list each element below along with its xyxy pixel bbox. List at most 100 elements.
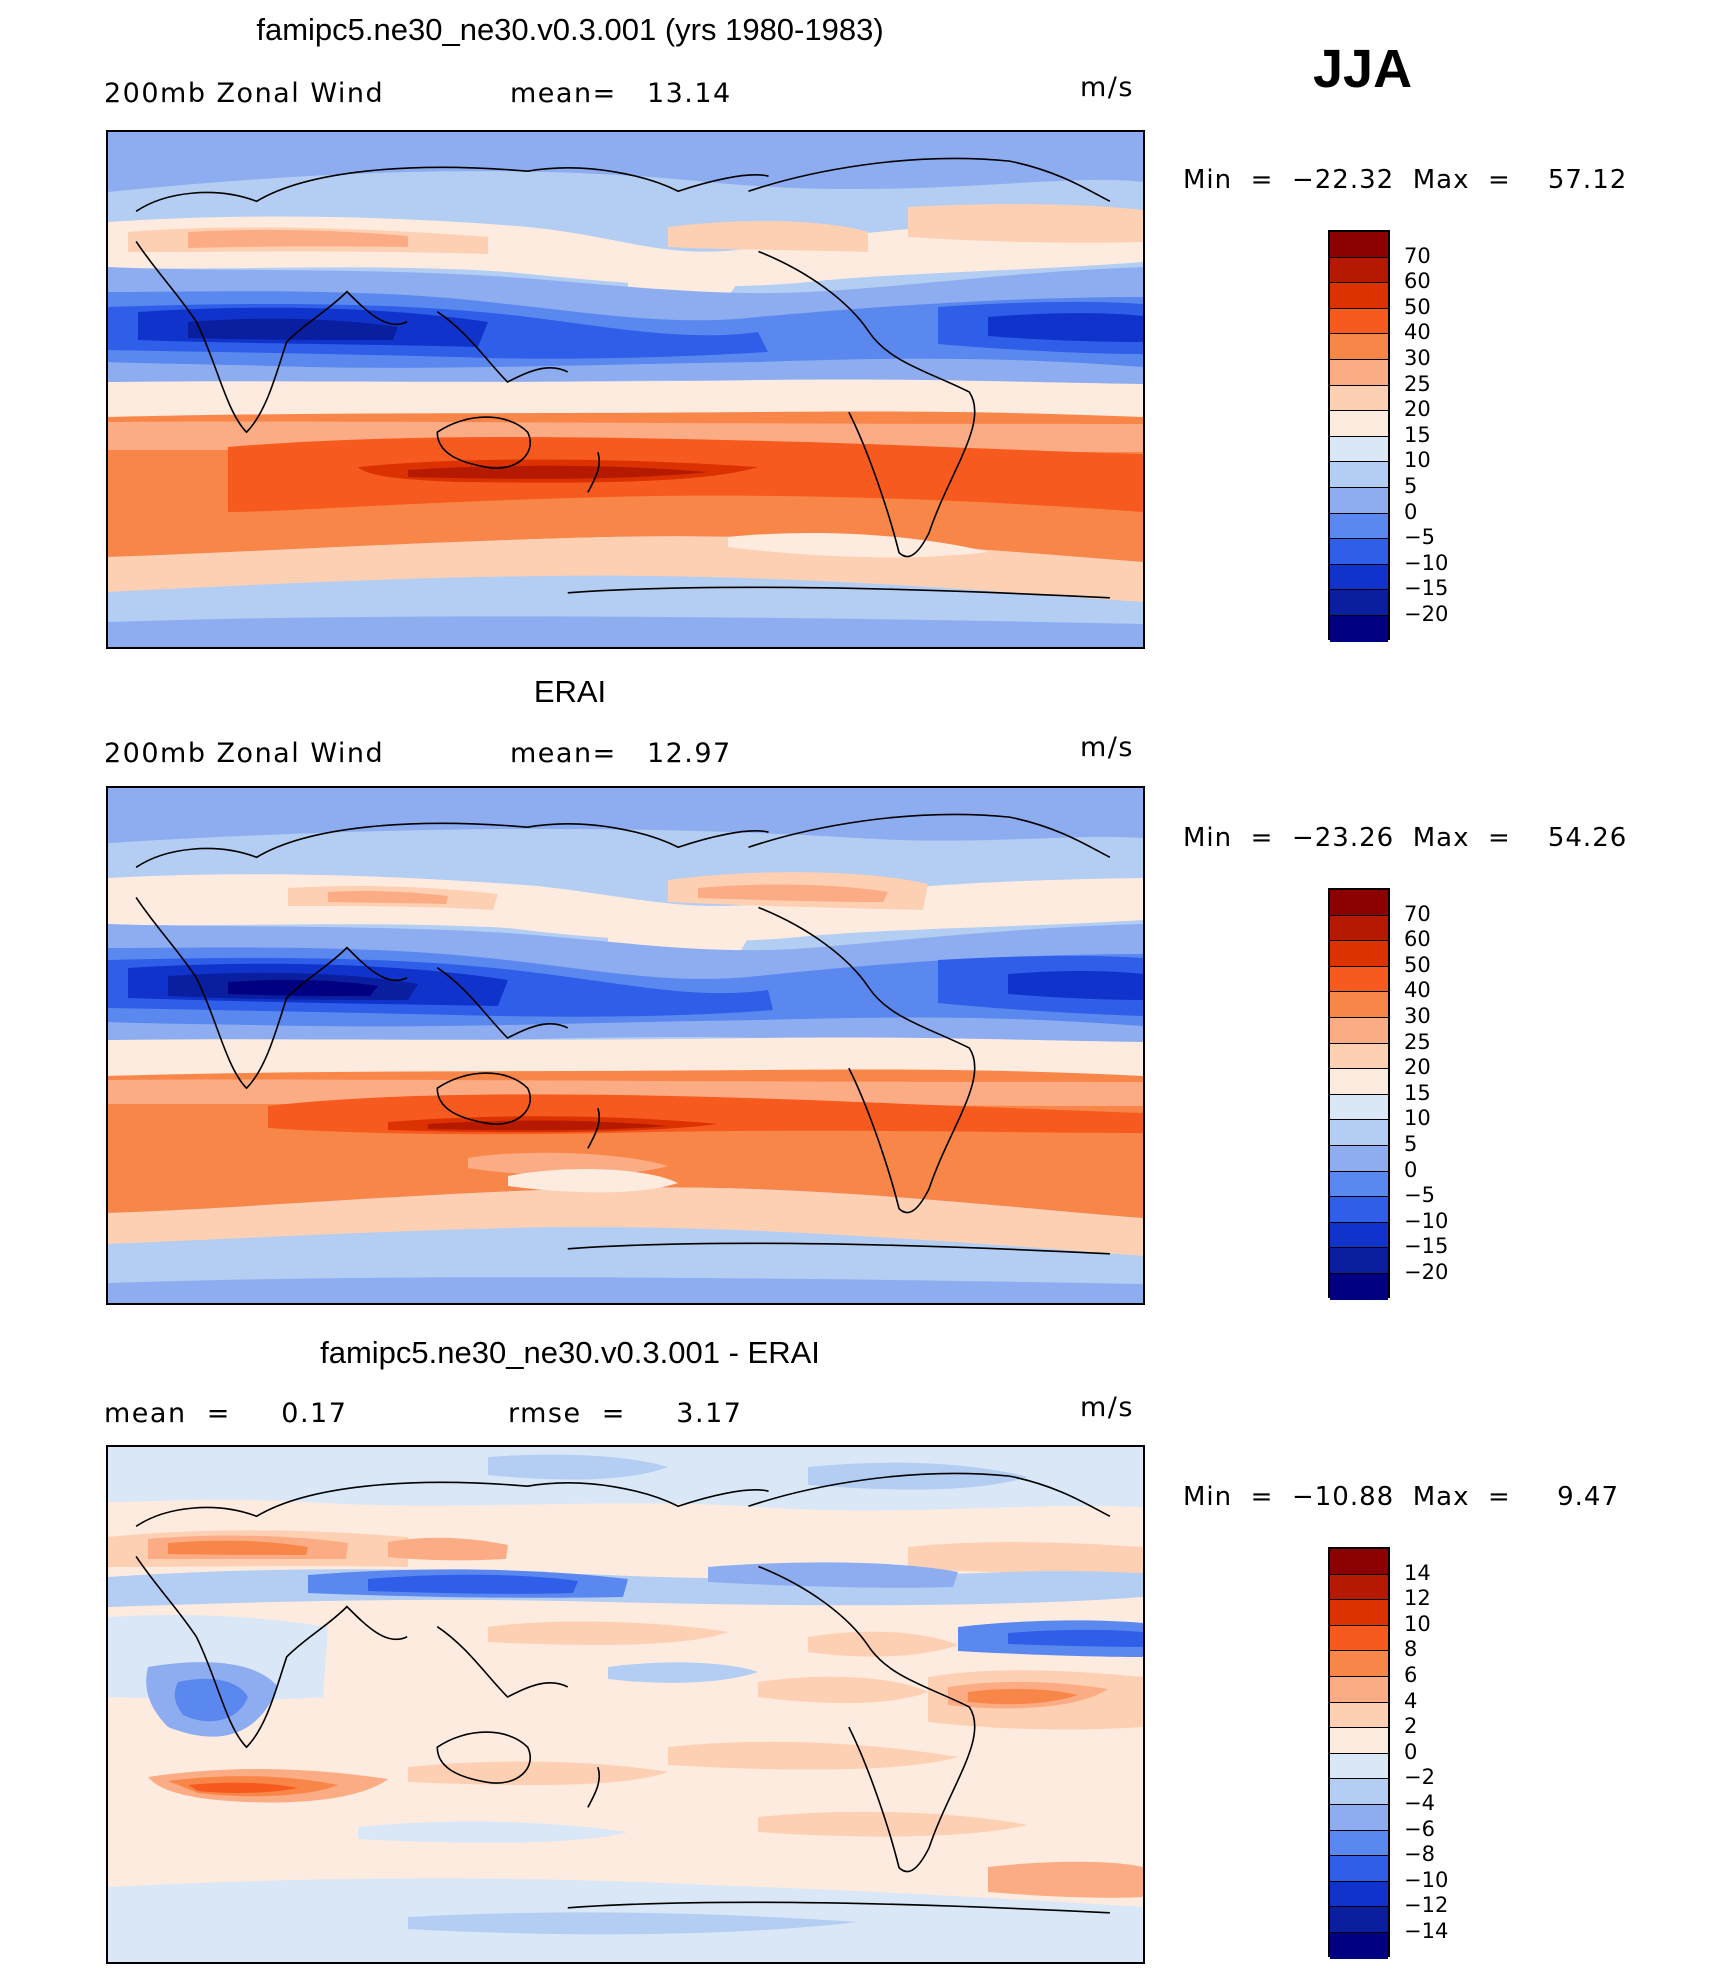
colorbar-tick-label: −6: [1404, 1816, 1435, 1841]
colorbar-swatch: [1330, 966, 1388, 993]
colorbar-swatch: [1330, 334, 1388, 360]
colorbar-tick-label: 4: [1404, 1688, 1418, 1713]
colorbar-swatch: [1330, 1094, 1388, 1121]
colorbar-swatch: [1330, 539, 1388, 565]
colorbar-swatch: [1330, 1779, 1388, 1805]
panel-2-map: [106, 786, 1145, 1305]
colorbar-swatch: [1330, 1702, 1388, 1729]
colorbar-tick-label: 0: [1404, 499, 1418, 524]
colorbar-tick-label: 8: [1404, 1637, 1418, 1662]
colorbar-tick-label: 2: [1404, 1714, 1418, 1739]
panel-1-minmax: Min = −22.32 Max = 57.12: [1183, 165, 1628, 195]
panel-1-title: famipc5.ne30_ne30.v0.3.001 (yrs 1980-198…: [256, 12, 884, 47]
colorbar-swatch: [1330, 436, 1388, 463]
panel-3-map: [106, 1445, 1145, 1964]
colorbar-swatch: [1330, 1197, 1388, 1223]
colorbar-tick-label: 20: [1404, 1055, 1431, 1080]
colorbar-swatch: [1330, 1881, 1388, 1908]
colorbar-tick-label: 70: [1404, 243, 1431, 268]
colorbar-tick-label: −5: [1404, 1183, 1435, 1208]
panel-3-units-label: m/s: [1080, 1392, 1134, 1423]
colorbar-tick-label: −10: [1404, 1867, 1449, 1892]
panel-3-rmse-label: rmse = 3.17: [508, 1398, 743, 1429]
colorbar-swatch: [1330, 1600, 1388, 1626]
colorbar-tick-label: −15: [1404, 1234, 1449, 1259]
colorbar-swatch: [1330, 915, 1388, 942]
colorbar-swatch: [1330, 1753, 1388, 1780]
colorbar-tick-label: 25: [1404, 371, 1431, 396]
colorbar-swatch: [1330, 1907, 1388, 1933]
colorbar-swatch: [1330, 1145, 1388, 1172]
colorbar-tick-label: 40: [1404, 320, 1431, 345]
colorbar-tick-label: −2: [1404, 1765, 1435, 1790]
colorbar-swatch: [1330, 1932, 1388, 1959]
colorbar-swatch: [1330, 1120, 1388, 1146]
panel-1-colorbar: [1328, 230, 1390, 642]
colorbar-swatch: [1330, 590, 1388, 616]
colorbar-swatch: [1330, 890, 1388, 916]
colorbar-tick-label: −20: [1404, 602, 1449, 626]
colorbar-swatch: [1330, 385, 1388, 412]
panel-1-mean-label: mean= 13.14: [510, 78, 732, 109]
colorbar-tick-label: 20: [1404, 397, 1431, 422]
colorbar-tick-label: −10: [1404, 1208, 1449, 1233]
colorbar-tick-label: 50: [1404, 952, 1431, 977]
colorbar-tick-label: 0: [1404, 1157, 1418, 1182]
colorbar-swatch: [1330, 564, 1388, 591]
colorbar-swatch: [1330, 411, 1388, 437]
colorbar-tick-label: 60: [1404, 269, 1431, 294]
colorbar-tick-label: 6: [1404, 1663, 1418, 1687]
colorbar-tick-label: 60: [1404, 927, 1431, 952]
panel-2-units-label: m/s: [1080, 732, 1134, 763]
colorbar-swatch: [1330, 1651, 1388, 1677]
colorbar-tick-label: 15: [1404, 422, 1431, 447]
colorbar-swatch: [1330, 1549, 1388, 1575]
panel-1-map: [106, 130, 1145, 649]
colorbar-tick-label: 70: [1404, 901, 1431, 926]
colorbar-tick-label: 10: [1404, 1611, 1431, 1636]
colorbar-swatch: [1330, 359, 1388, 386]
colorbar-swatch: [1330, 232, 1388, 258]
colorbar-swatch: [1330, 1248, 1388, 1274]
colorbar-tick-label: −4: [1404, 1791, 1435, 1815]
colorbar-swatch: [1330, 941, 1388, 967]
colorbar-tick-label: −12: [1404, 1893, 1449, 1918]
colorbar-swatch: [1330, 487, 1388, 514]
colorbar-swatch: [1330, 1017, 1388, 1044]
colorbar-swatch: [1330, 1625, 1388, 1652]
panel-3-mean-label: mean = 0.17: [104, 1398, 348, 1429]
colorbar-tick-label: 25: [1404, 1029, 1431, 1054]
colorbar-swatch: [1330, 1069, 1388, 1095]
panel-3-title: famipc5.ne30_ne30.v0.3.001 - ERAI: [320, 1335, 820, 1370]
colorbar-tick-label: −5: [1404, 525, 1435, 550]
colorbar-tick-label: 50: [1404, 294, 1431, 319]
panel-1-variable-label: 200mb Zonal Wind: [104, 78, 385, 109]
colorbar-tick-label: −15: [1404, 576, 1449, 601]
colorbar-swatch: [1330, 1574, 1388, 1601]
panel-2-variable-label: 200mb Zonal Wind: [104, 738, 385, 769]
colorbar-tick-label: 10: [1404, 448, 1431, 473]
colorbar-tick-label: 0: [1404, 1739, 1418, 1764]
colorbar-tick-label: 5: [1404, 1132, 1418, 1156]
panel-3-minmax: Min = −10.88 Max = 9.47: [1183, 1482, 1620, 1512]
colorbar-swatch: [1330, 1856, 1388, 1882]
colorbar-swatch: [1330, 1171, 1388, 1198]
colorbar-swatch: [1330, 308, 1388, 335]
panel-2-mean-label: mean= 12.97: [510, 738, 732, 769]
colorbar-tick-label: −14: [1404, 1919, 1449, 1943]
panel-1-units-label: m/s: [1080, 72, 1134, 103]
colorbar-tick-label: −10: [1404, 550, 1449, 575]
colorbar-swatch: [1330, 283, 1388, 309]
panel-3-colorbar: [1328, 1547, 1390, 1959]
colorbar-swatch: [1330, 1222, 1388, 1249]
panel-2-colorbar: [1328, 888, 1390, 1300]
colorbar-swatch: [1330, 1676, 1388, 1703]
colorbar-swatch: [1330, 615, 1388, 642]
colorbar-swatch: [1330, 1043, 1388, 1070]
season-label: JJA: [1313, 39, 1413, 99]
colorbar-tick-label: 40: [1404, 978, 1431, 1003]
colorbar-tick-label: 30: [1404, 346, 1431, 370]
colorbar-swatch: [1330, 1804, 1388, 1831]
colorbar-tick-label: 14: [1404, 1560, 1431, 1585]
panel-2-minmax: Min = −23.26 Max = 54.26: [1183, 823, 1628, 853]
